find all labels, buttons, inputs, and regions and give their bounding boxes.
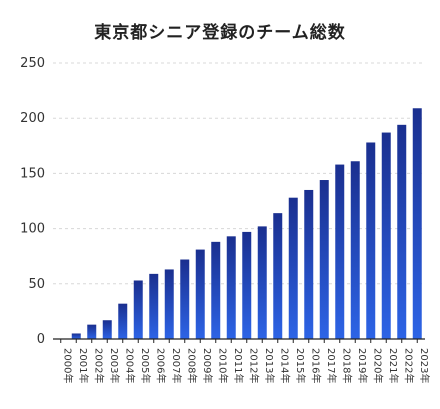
bar [397,124,407,339]
bar [288,197,298,339]
x-tick-label: 2016年 [309,348,322,383]
y-tick-labels: 0 50 100 150 200 250 [20,56,45,347]
bar [350,161,360,339]
x-tick-label: 2009年 [201,348,214,383]
bars [71,108,422,339]
x-tick-label: 2000年 [61,348,74,383]
bar [226,236,236,339]
x-tick-label: 2004年 [123,348,136,383]
bar [164,269,174,339]
bar [273,213,283,339]
x-tick-label: 2012年 [247,348,260,383]
bar [87,324,97,339]
x-tick-label: 2001年 [77,348,90,383]
x-tick-label: 2015年 [294,348,307,383]
y-tick-label: 100 [20,222,45,237]
y-tick-label: 250 [20,56,45,71]
bar [366,142,376,339]
x-tick-label: 2007年 [170,348,183,383]
bar [180,259,190,339]
bar [195,249,205,339]
x-tick-label: 2020年 [371,348,384,383]
bar [319,180,329,339]
x-tick-label: 2019年 [356,348,369,383]
bar [118,303,128,339]
x-tick-labels: 2000年 2001年 2002年 2003年 2004年 2005年 2006年 2007年… [61,348,431,383]
x-tick-label: 2023年 [418,348,431,383]
chart-title: 東京都シニア登録のチーム総数 [94,23,346,43]
x-tick-label: 2006年 [154,348,167,383]
bar [381,132,391,339]
bar [242,231,252,339]
y-tick-label: 150 [20,166,45,181]
bar [149,273,159,339]
x-tick-label: 2002年 [92,348,105,383]
bar [102,320,112,339]
bar [412,108,422,339]
x-tick-label: 2010年 [216,348,229,383]
x-tick-label: 2013年 [263,348,276,383]
bar [257,226,267,339]
y-tick-label: 50 [28,277,45,292]
grid-lines [53,62,425,285]
x-tick-label: 2022年 [402,348,415,383]
y-tick-label: 200 [20,111,45,126]
x-tick-label: 2021年 [387,348,400,383]
y-tick-label: 0 [37,332,45,347]
bar [211,241,221,339]
x-tick-label: 2011年 [232,348,245,383]
x-tick-label: 2003年 [108,348,121,383]
x-tick-label: 2014年 [278,348,291,383]
bar [335,164,345,339]
bar [133,280,143,339]
axes [53,338,425,343]
x-tick-label: 2017年 [325,348,338,383]
x-tick-label: 2008年 [185,348,198,383]
x-tick-label: 2005年 [139,348,152,383]
bar [304,189,314,339]
bar [71,333,81,339]
x-tick-label: 2018年 [340,348,353,383]
